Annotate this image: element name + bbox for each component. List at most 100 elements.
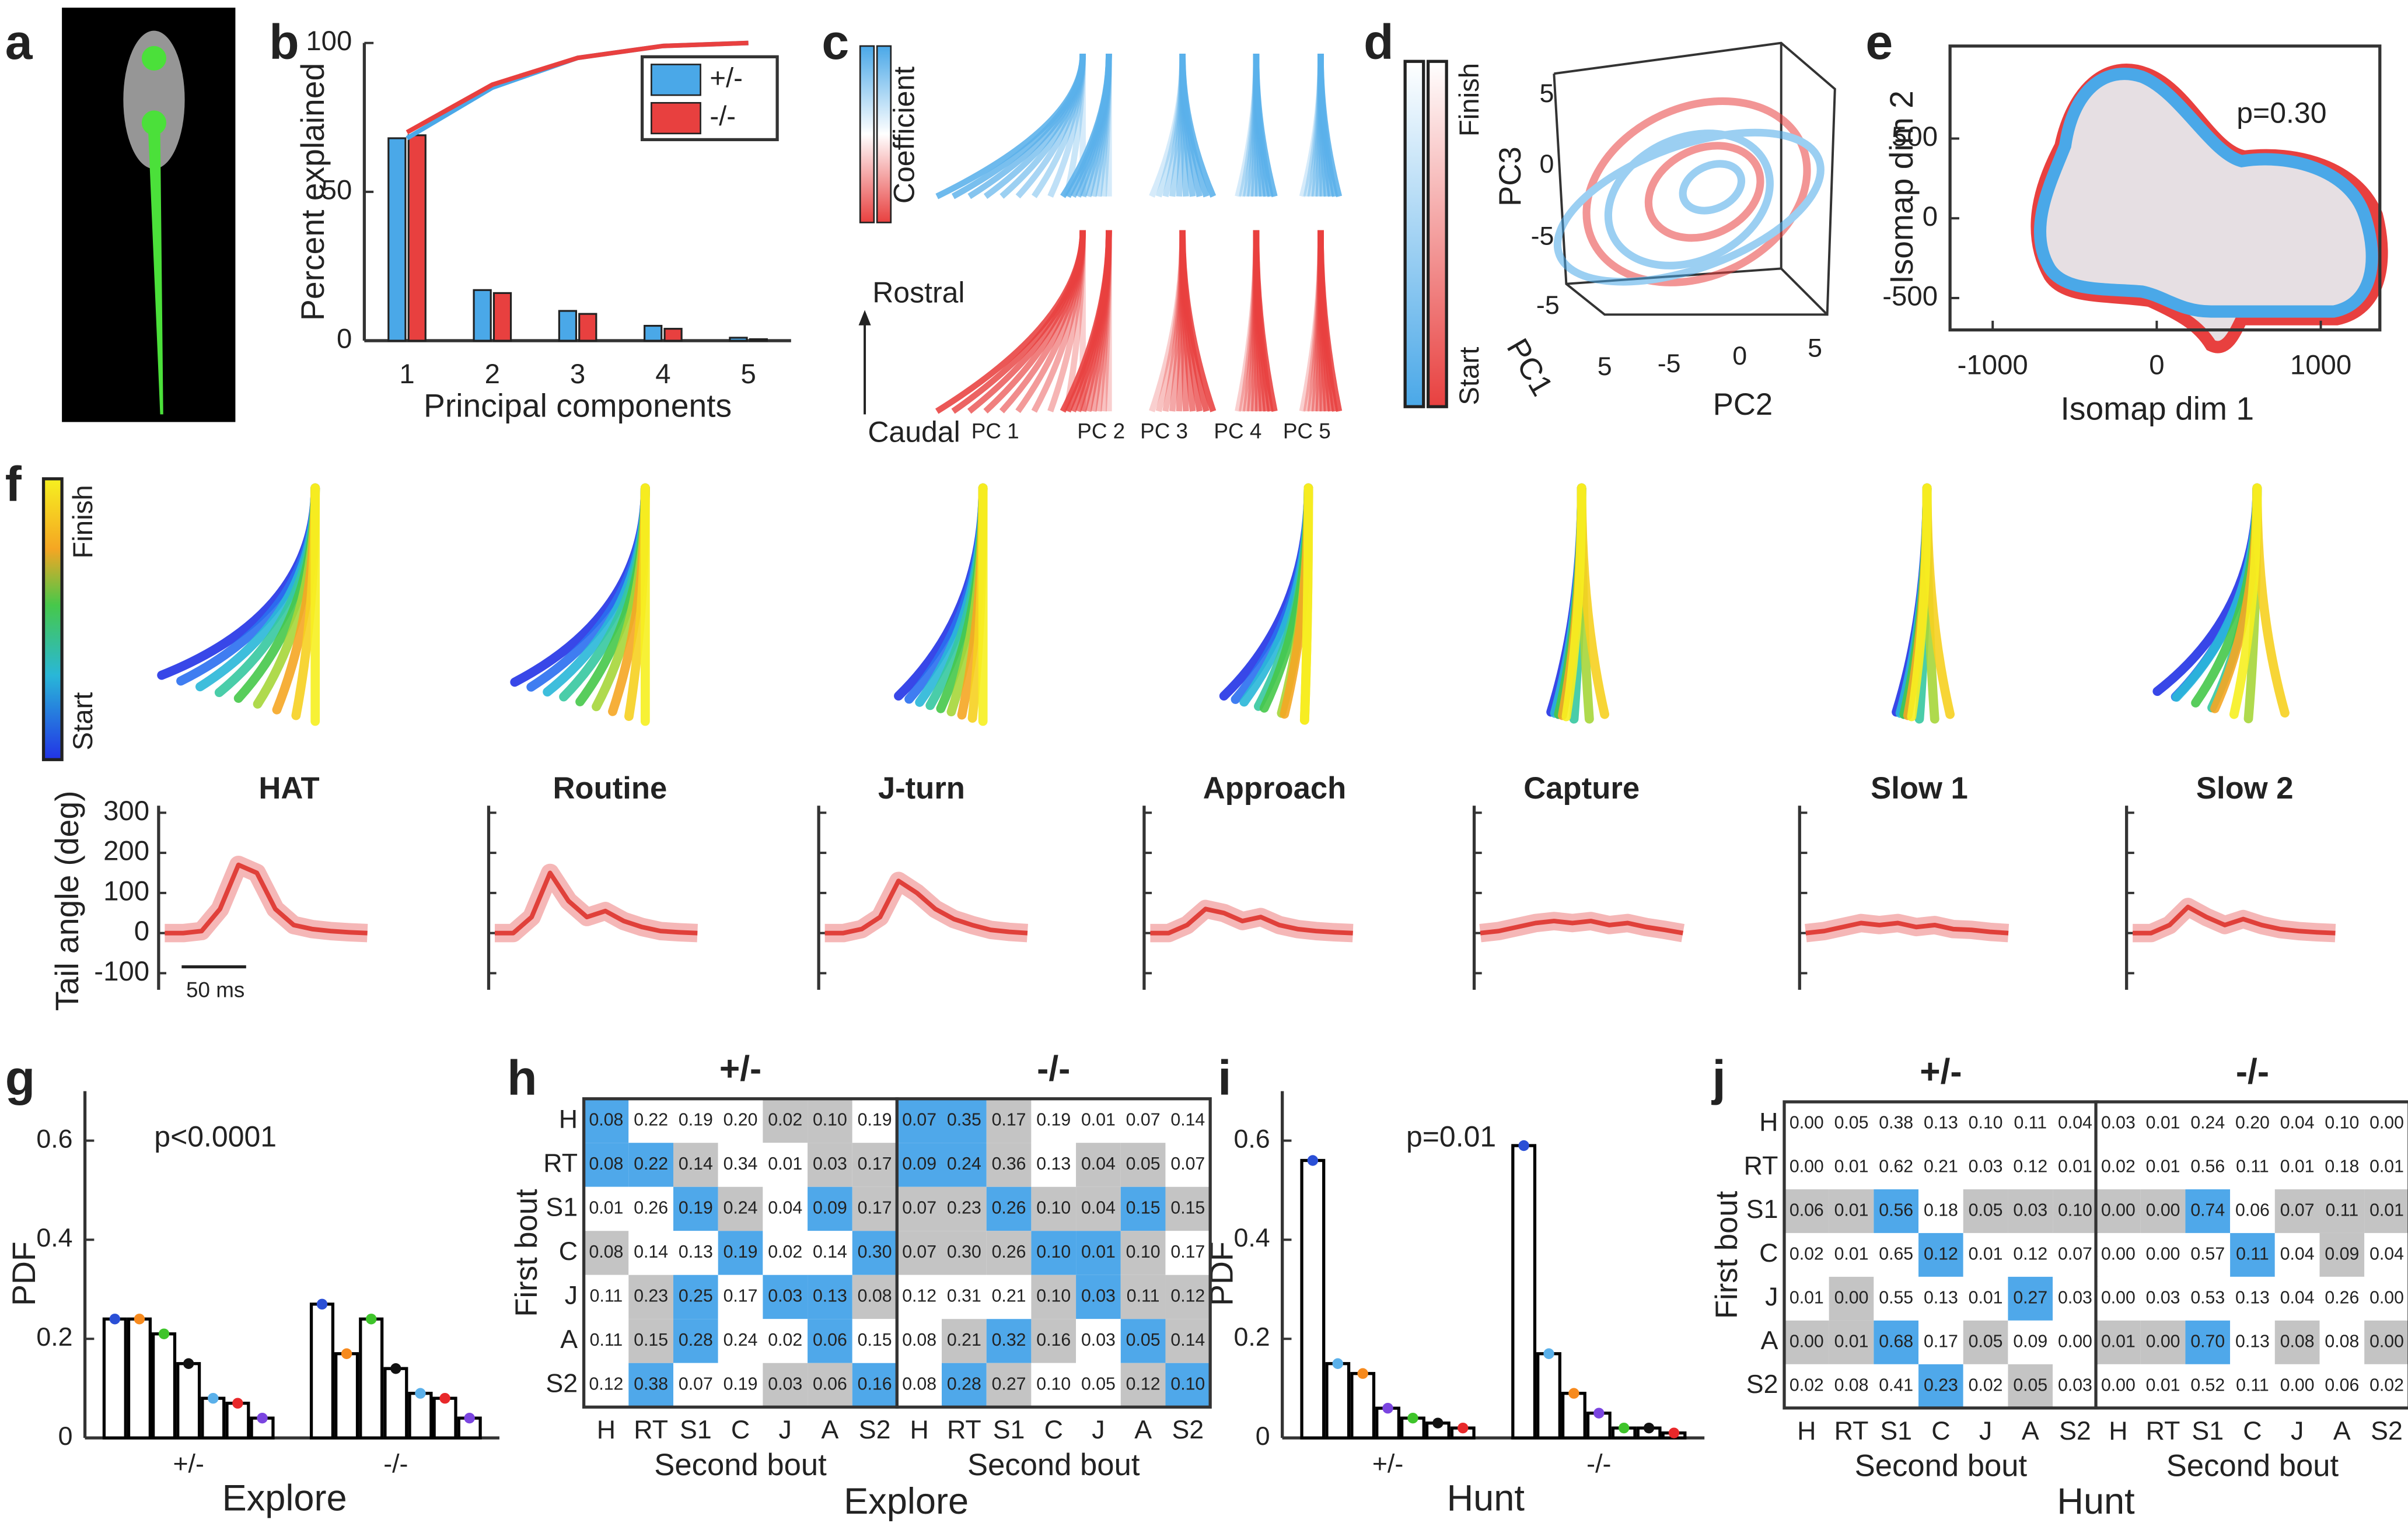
row-label: A [560,1325,578,1354]
cell [2230,1145,2275,1189]
cell-value: 0.12 [902,1286,936,1305]
cell-value: 0.09 [902,1154,936,1174]
cell-value: 0.14 [1170,1331,1205,1350]
cell-value: 0.23 [1924,1375,1958,1395]
row-label: H [1759,1108,1778,1136]
cell-value: 0.24 [724,1198,758,1217]
col-label: S1 [993,1416,1025,1444]
cell-value: 0.17 [1924,1332,1958,1351]
matrix-title: +/- [1920,1052,1962,1091]
trace [1805,920,2009,936]
cell [1918,1276,1963,1321]
cell [2185,1145,2231,1189]
cell-value: 0.36 [992,1154,1026,1174]
x-tick-label: 2 [485,359,500,390]
isomap-outline [2033,68,2378,318]
y-tick-label: 0 [337,324,352,355]
tail-trace [1317,230,1343,412]
cell-value: 0.30 [858,1242,892,1262]
bar [1425,1422,1451,1440]
cell-value: 0.03 [1969,1157,2003,1176]
cell [808,1363,852,1408]
cell-value: 0.53 [2190,1288,2225,1307]
x-tick-label: 1000 [2290,349,2351,380]
axis-label: Tail angle (deg) [49,790,85,1011]
trajectory [1644,142,1764,242]
x-tick-label: 5 [740,359,756,390]
cell-value: 0.01 [2369,1157,2404,1176]
mean-dot [316,1298,328,1310]
mean-dot [1518,1140,1529,1151]
matrix-border [895,1097,1212,1409]
cell [2008,1189,2053,1233]
cell-value: 0.70 [2190,1332,2225,1351]
cell [808,1143,852,1187]
cell-value: 0.10 [1969,1113,2003,1132]
cell-value: 0.26 [992,1242,1026,1262]
cell-value: 0.06 [2325,1375,2359,1395]
col-label: S1 [680,1416,712,1444]
trace [495,870,698,936]
trace [2133,905,2336,936]
cell-value: 0.04 [1081,1198,1116,1217]
cell [1784,1101,1829,1146]
cell [2185,1364,2231,1408]
cell [1874,1276,1919,1321]
bar [432,1396,457,1440]
y-tick-label: -500 [1882,281,1938,311]
cell-value: 0.21 [947,1331,981,1350]
cell [583,1231,629,1275]
y-tick-label: 0.2 [1233,1323,1270,1352]
cell-value: 0.08 [858,1286,892,1305]
mean-dot [1593,1408,1605,1419]
cell-value: 0.01 [1834,1157,1869,1176]
cell [1918,1101,1963,1146]
behavior-title: Routine [553,771,667,806]
fish-marker [141,110,167,135]
cell-value: 0.14 [679,1154,713,1174]
label: Caudal [868,416,960,449]
cell [2140,1101,2186,1146]
cell-value: 0.20 [724,1110,758,1129]
y-tick-label: 100 [306,26,352,57]
cell [1165,1319,1211,1363]
cell-value: 0.21 [992,1286,1026,1305]
x-tick-label: +/- [173,1450,204,1478]
cell [2230,1189,2275,1233]
y-tick-label: 0.4 [36,1224,72,1252]
axis-label: PC2 [1713,387,1773,422]
cell [2096,1189,2141,1233]
cell-value: 0.01 [589,1198,624,1217]
trajectory [1553,128,1825,286]
cell-value: 0.16 [1036,1331,1071,1350]
fish-marker [141,45,167,71]
label: Principal components [424,387,732,423]
mean-dot [1332,1358,1343,1369]
bar [408,1392,433,1440]
cell-value: 0.22 [634,1154,668,1174]
cell-value: 0.22 [634,1110,668,1129]
cell [852,1319,897,1363]
cell [2319,1364,2365,1408]
bar [1300,1158,1326,1440]
cell-value: 0.28 [947,1374,981,1394]
cell [1120,1319,1166,1363]
cell [1076,1231,1121,1275]
cell [2053,1189,2098,1233]
matrix-title: -/- [2236,1052,2269,1091]
cell [583,1186,629,1231]
row-label: S2 [1746,1370,1778,1399]
cell-value: 0.08 [2280,1332,2315,1351]
cell [808,1098,852,1143]
cell [897,1363,942,1408]
cell-value: 0.11 [2014,1113,2047,1132]
trace [165,862,368,936]
cell [1963,1320,2008,1364]
cell [718,1363,763,1408]
cell [1120,1275,1166,1319]
cell-value: 0.06 [813,1374,847,1394]
cell [628,1319,674,1363]
bar [749,338,768,342]
cell-value: 0.10 [1036,1198,1071,1217]
col-label: H [2109,1417,2127,1445]
